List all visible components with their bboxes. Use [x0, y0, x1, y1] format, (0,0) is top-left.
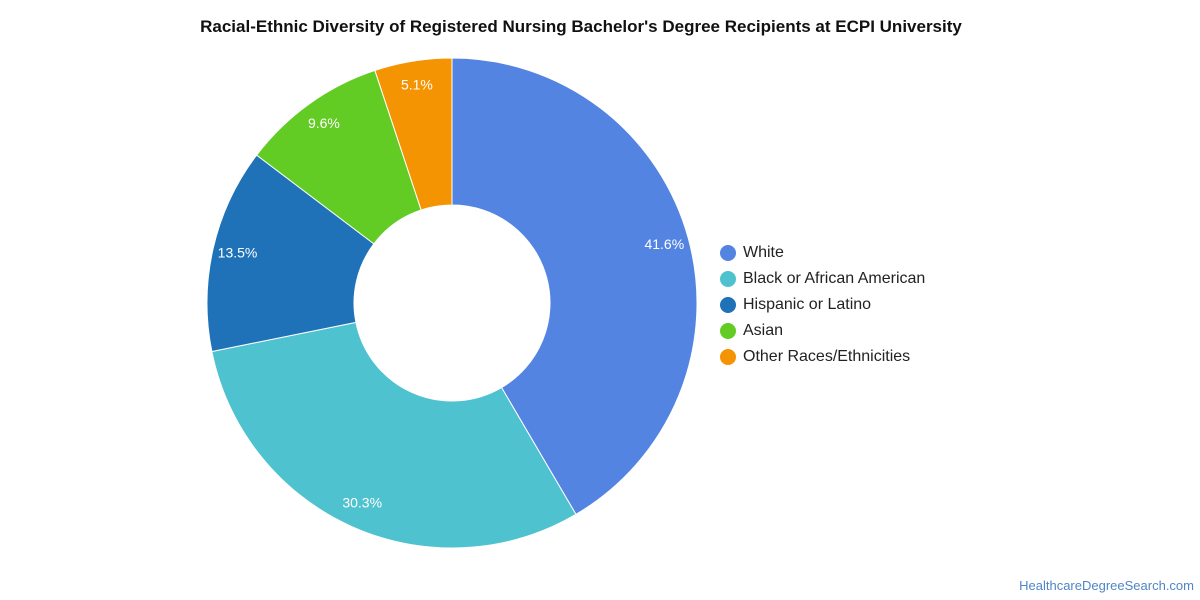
legend-label: Hispanic or Latino: [743, 296, 872, 313]
legend-item[interactable]: Black or African American: [720, 266, 925, 292]
donut-slice: [211, 321, 577, 549]
slice-value-label: 5.1%: [401, 77, 433, 93]
legend-item[interactable]: Asian: [720, 318, 925, 344]
slice-value-label: 9.6%: [308, 115, 340, 131]
legend-label: Black or African American: [743, 270, 926, 287]
legend-marker-icon: [720, 323, 736, 339]
legend-marker-icon: [720, 271, 736, 287]
donut-slice: [206, 154, 375, 353]
legend-label: Asian: [743, 322, 784, 339]
legend-marker-icon: [720, 297, 736, 313]
legend-label: Other Races/Ethnicities: [743, 348, 911, 365]
chart-title: Racial-Ethnic Diversity of Registered Nu…: [200, 17, 962, 36]
source-credit-link[interactable]: HealthcareDegreeSearch.com: [1019, 578, 1194, 593]
slice-value-label: 13.5%: [218, 245, 258, 261]
slice-value-label: 41.6%: [644, 236, 684, 252]
chart-legend: White Black or African American Hispanic o…: [720, 240, 925, 370]
legend-item[interactable]: White: [720, 240, 925, 266]
legend-marker-icon: [720, 349, 736, 365]
legend-item[interactable]: Hispanic or Latino: [720, 292, 925, 318]
donut-slice: [451, 57, 698, 516]
donut-slice: [374, 57, 453, 211]
legend-marker-icon: [720, 245, 736, 261]
slice-value-label: 30.3%: [342, 495, 382, 511]
legend-label: White: [743, 244, 784, 261]
legend-item[interactable]: Other Races/Ethnicities: [720, 344, 925, 370]
